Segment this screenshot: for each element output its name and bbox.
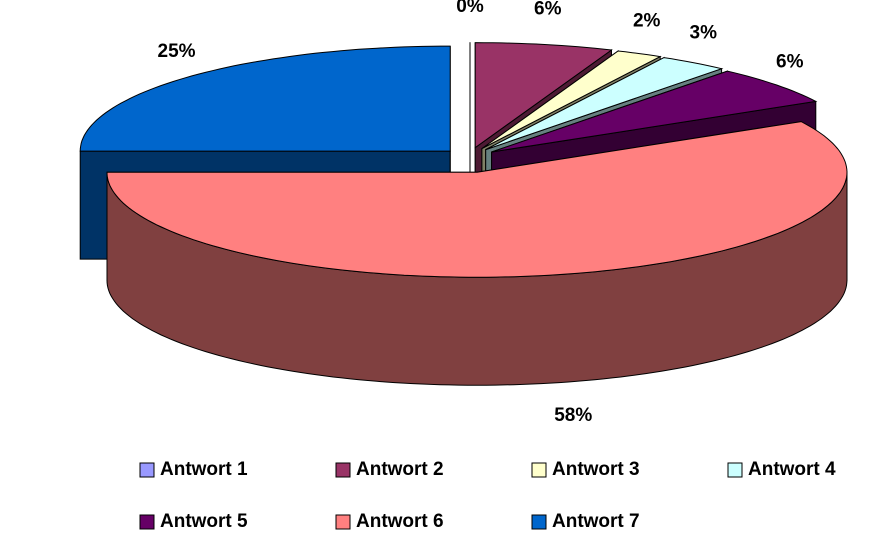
pie-slice: [106, 121, 848, 278]
data-label: 25%: [158, 41, 196, 62]
data-label: 6%: [776, 51, 804, 72]
data-label: 3%: [690, 22, 718, 43]
legend-label: Antwort 7: [552, 511, 640, 532]
pie-slice: [491, 70, 818, 153]
legend-swatch: [335, 462, 351, 478]
legend-label: Antwort 4: [748, 459, 836, 480]
legend-label: Antwort 1: [160, 459, 248, 480]
legend-label: Antwort 3: [552, 459, 640, 480]
data-label: 2%: [633, 11, 661, 32]
data-label: 0%: [456, 0, 484, 17]
legend-label: Antwort 6: [356, 511, 444, 532]
legend-label: Antwort 2: [356, 459, 444, 480]
legend-label: Antwort 5: [160, 511, 248, 532]
legend-swatch: [335, 514, 351, 530]
legend-swatch: [139, 462, 155, 478]
pie-slice: [474, 42, 613, 149]
data-label: 58%: [554, 405, 592, 426]
legend-swatch: [531, 462, 547, 478]
legend-swatch: [727, 462, 743, 478]
pie-slice: [485, 57, 724, 151]
data-label: 6%: [534, 0, 562, 20]
legend-swatch: [531, 514, 547, 530]
pie-slice: [79, 45, 451, 152]
legend-swatch: [139, 514, 155, 530]
pie-slice: [481, 50, 662, 150]
